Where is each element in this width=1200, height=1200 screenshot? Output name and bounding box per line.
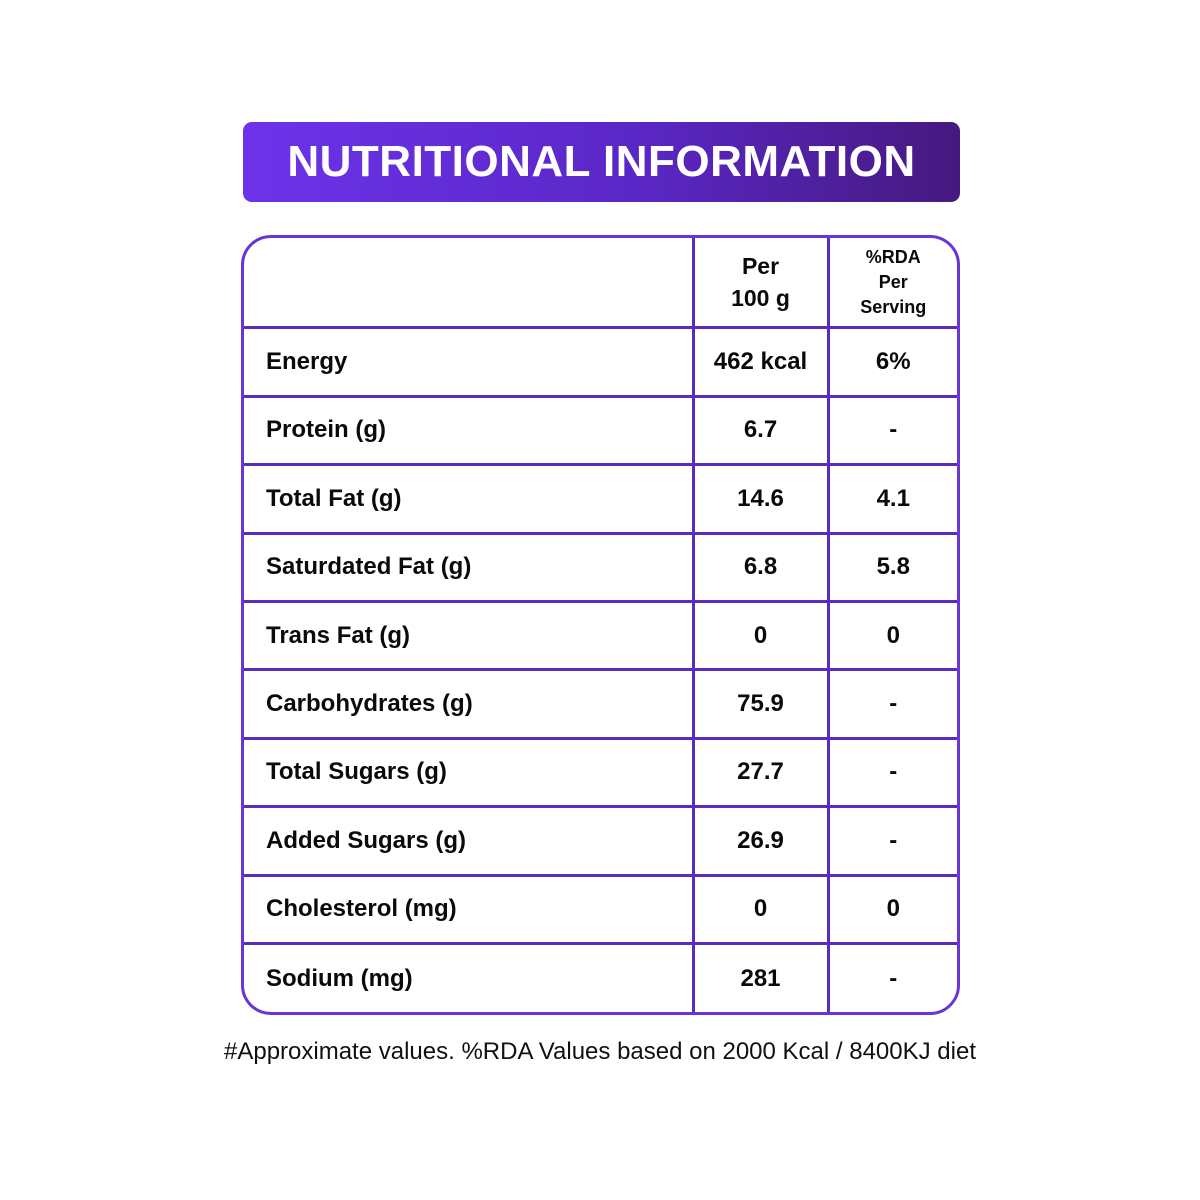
nutrient-name: Cholesterol (mg)	[244, 875, 695, 946]
rda-value: -	[828, 669, 957, 740]
nutrient-name: Total Sugars (g)	[244, 738, 695, 809]
header-rda: %RDA Per Serving	[828, 238, 957, 330]
per-100g-value: 281	[693, 943, 830, 1012]
table-header-row: Per 100 g %RDA Per Serving	[244, 238, 957, 330]
rda-value: -	[828, 396, 957, 467]
header-per-100g-line-2: 100 g	[731, 285, 790, 312]
per-100g-value: 0	[693, 875, 830, 946]
nutrient-name: Saturdated Fat (g)	[244, 533, 695, 603]
per-100g-value: 75.9	[693, 669, 830, 740]
nutrient-name: Energy	[244, 327, 695, 398]
header-rda-line-3: Serving	[860, 296, 927, 317]
header-rda-line-2: Per	[878, 271, 908, 292]
rda-value: 5.8	[828, 533, 957, 603]
nutrient-name: Total Fat (g)	[244, 464, 695, 535]
page-title: NUTRITIONAL INFORMATION	[287, 137, 916, 186]
nutrition-table: Per 100 g %RDA Per Serving Energy 462 kc…	[244, 238, 957, 1012]
header-per-100g: Per 100 g	[693, 238, 830, 330]
per-100g-value: 0	[693, 601, 830, 672]
header-per-100g-line-1: Per	[741, 253, 780, 280]
rda-value: 4.1	[828, 464, 957, 535]
rda-value: 0	[828, 875, 957, 946]
nutrition-table-frame: Per 100 g %RDA Per Serving Energy 462 kc…	[241, 235, 960, 1015]
table-row: Total Sugars (g) 27.7 -	[244, 738, 957, 809]
per-100g-value: 14.6	[693, 464, 830, 535]
nutrient-name: Protein (g)	[244, 396, 695, 467]
rda-value: -	[889, 964, 898, 992]
rda-value: 0	[828, 601, 957, 672]
table-row: Protein (g) 6.7 -	[244, 396, 957, 467]
table-row: Trans Fat (g) 0 0	[244, 601, 957, 672]
table-row: Sodium (mg) 281 -	[244, 943, 957, 1012]
nutrient-name: Trans Fat (g)	[244, 601, 695, 672]
rda-value: -	[828, 806, 957, 877]
header-nutrient	[244, 238, 695, 330]
rda-value: 6%	[828, 327, 957, 398]
table-row: Saturdated Fat (g) 6.8 5.8	[244, 533, 957, 603]
nutrient-name: Carbohydrates (g)	[244, 669, 695, 740]
nutrient-name: Added Sugars (g)	[244, 806, 695, 877]
nutrient-name: Sodium (mg)	[244, 943, 695, 1012]
per-100g-value: 462 kcal	[693, 327, 830, 398]
title-banner: NUTRITIONAL INFORMATION	[243, 122, 960, 202]
per-100g-value: 26.9	[693, 806, 830, 877]
rda-value: -	[828, 738, 957, 809]
footnote: #Approximate values. %RDA Values based o…	[223, 1038, 976, 1065]
table-row: Total Fat (g) 14.6 4.1	[244, 464, 957, 535]
per-100g-value: 6.8	[693, 533, 830, 603]
per-100g-value: 6.7	[693, 396, 830, 467]
header-rda-line-1: %RDA	[865, 246, 921, 267]
table-row: Carbohydrates (g) 75.9 -	[244, 669, 957, 740]
table-row: Energy 462 kcal 6%	[244, 327, 957, 398]
per-100g-value: 27.7	[693, 738, 830, 809]
table-row: Added Sugars (g) 26.9 -	[244, 806, 957, 877]
table-row: Cholesterol (mg) 0 0	[244, 875, 957, 946]
